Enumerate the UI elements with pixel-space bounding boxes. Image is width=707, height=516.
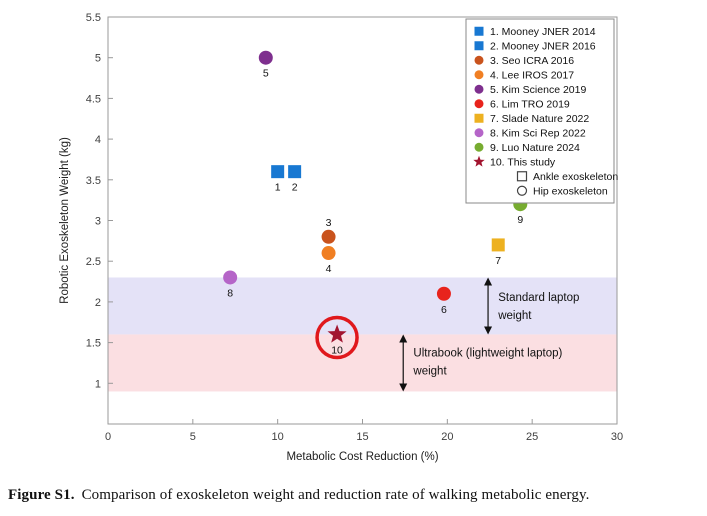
legend-entry-label: 7. Slade Nature 2022 [490, 113, 589, 125]
legend-marker-circle-open [516, 185, 528, 196]
point-number: 3 [326, 217, 332, 229]
annotation-text: weight [412, 365, 447, 377]
y-tick-label: 1 [95, 378, 101, 390]
legend-marker-circle [474, 70, 484, 80]
legend: 1. Mooney JNER 2014 2. Mooney JNER 2016 3.… [465, 18, 618, 204]
legend-marker-circle [474, 99, 484, 109]
ultrabook-annotation: Ultrabook (lightweight laptop) weight [399, 334, 563, 392]
y-axis-label: Robotic Exoskeleton Weight (kg) [59, 137, 71, 304]
point-number: 9 [517, 214, 523, 226]
y-tick-label: 4.5 [86, 93, 101, 105]
y-tick-label: 4 [95, 134, 101, 146]
legend-entry-label: Ankle exoskeleton [533, 171, 618, 183]
legend-entry-label: 3. Seo ICRA 2016 [490, 55, 574, 67]
marker-circle [321, 229, 336, 244]
x-tick-label: 15 [356, 431, 368, 443]
annotation-text: Standard laptop [498, 292, 579, 304]
data-point-8: 8 [223, 270, 238, 299]
point-number: 5 [263, 68, 269, 80]
marker-circle [321, 246, 336, 261]
data-point-7: 7 [491, 238, 505, 267]
annotation-text: weight [497, 310, 532, 322]
data-point-3: 3 [321, 217, 336, 244]
legend-entry-label: 6. Lim TRO 2019 [490, 98, 570, 110]
x-axis-label: Metabolic Cost Reduction (%) [286, 451, 438, 463]
legend-entry-label: 9. Luo Nature 2024 [490, 142, 580, 154]
legend-marker-circle [474, 55, 484, 65]
data-point-1: 1 [271, 165, 285, 194]
chart-svg: 0 5 10 15 20 25 3011.522.533.544.555.5Metaboli… [59, 12, 623, 463]
data-point-2: 2 [288, 165, 302, 194]
x-tick-label: 20 [441, 431, 453, 443]
y-tick-label: 2.5 [86, 256, 101, 268]
marker-circle [223, 270, 238, 285]
legend-entry-label: 4. Lee IROS 2017 [490, 69, 574, 81]
legend-marker-circle [474, 142, 484, 152]
legend-marker-square-open [516, 171, 528, 182]
figure-caption-text: Comparison of exoskeleton weight and red… [81, 487, 590, 503]
legend-entry-label: 10. This study [490, 156, 556, 168]
standard-laptop-band [108, 277, 617, 335]
point-number: 10 [331, 344, 343, 356]
legend-marker-circle [474, 84, 484, 94]
marker-square [288, 165, 302, 179]
arrow-head-down [484, 326, 493, 335]
legend-marker-star [473, 155, 485, 167]
y-tick-label: 1.5 [86, 338, 101, 350]
marker-star [327, 324, 347, 343]
standard-laptop-annotation: Standard laptop weight [484, 277, 579, 335]
y-tick-label: 2 [95, 297, 101, 309]
point-number: 6 [441, 304, 447, 316]
x-tick-label: 10 [272, 431, 284, 443]
x-tick-label: 5 [190, 431, 196, 443]
x-tick-label: 30 [611, 431, 623, 443]
scatter-chart: 0 5 10 15 20 25 30 1 1.5 2 2.5 3 3.5 4 4.5 5 5.5 Metaboli… [59, 12, 623, 463]
legend-entry-label: 1. Mooney JNER 2014 [490, 26, 596, 38]
data-point-10: 10 [315, 315, 359, 360]
x-tick-label: 25 [526, 431, 538, 443]
arrow-head-up [484, 277, 493, 286]
point-number: 4 [326, 263, 332, 275]
legend-entry-label: 5. Kim Science 2019 [490, 84, 586, 96]
legend-entry-label: Hip exoskeleton [533, 185, 608, 197]
y-tick-label: 3 [95, 216, 101, 228]
marker-circle [436, 286, 451, 301]
arrow-head-down [399, 383, 408, 392]
ultrabook-band [108, 334, 617, 392]
data-point-4: 4 [321, 246, 336, 275]
figure-caption-label: Figure S1. [8, 487, 75, 503]
point-number: 8 [227, 287, 233, 299]
x-tick-label: 0 [105, 431, 111, 443]
point-number: 2 [292, 182, 298, 194]
legend-marker-circle [474, 128, 484, 138]
legend-marker-square [474, 41, 484, 51]
marker-square [491, 238, 505, 252]
marker-square [271, 165, 285, 179]
figure-caption: Figure S1. Comparison of exoskeleton weig… [8, 487, 703, 504]
legend-entry-label: 8. Kim Sci Rep 2022 [490, 127, 586, 139]
legend-marker-square [474, 26, 484, 36]
legend-box [465, 18, 615, 204]
marker-circle [258, 50, 273, 65]
arrow-head-up [399, 334, 408, 343]
y-tick-label: 5.5 [86, 12, 101, 24]
data-point-6: 6 [436, 286, 451, 316]
annotation-text: Ultrabook (lightweight laptop) [413, 347, 562, 359]
point-number: 1 [275, 182, 281, 194]
y-tick-label: 3.5 [86, 175, 101, 187]
legend-marker-square [474, 113, 484, 123]
highlight-circle [315, 315, 359, 360]
y-tick-label: 5 [95, 53, 101, 65]
data-point-5: 5 [258, 50, 273, 80]
legend-entry-label: 2. Mooney JNER 2016 [490, 40, 596, 52]
point-number: 7 [495, 255, 501, 267]
